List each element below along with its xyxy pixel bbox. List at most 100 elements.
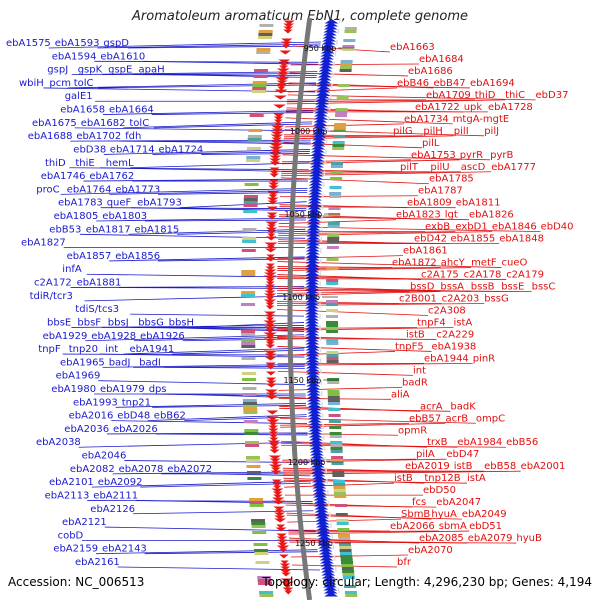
gene-label[interactable]: ebA1675: [32, 118, 77, 129]
gene-label[interactable]: ebA1817: [86, 224, 131, 235]
gene-label[interactable]: ebA2085: [419, 533, 464, 544]
gene-label[interactable]: hemL: [106, 158, 134, 169]
gene-label[interactable]: pyrR: [460, 150, 483, 161]
gene-label[interactable]: ebA1793: [137, 198, 182, 209]
gene-label[interactable]: int: [105, 344, 118, 355]
gene-label[interactable]: ebD48: [117, 411, 150, 422]
gene-label[interactable]: acrB: [446, 413, 469, 424]
gene-label[interactable]: ebA2070: [408, 545, 453, 556]
gene-label[interactable]: ebA1861: [403, 246, 448, 257]
gene-label[interactable]: ebA1980: [51, 384, 96, 395]
gene-label[interactable]: pcm: [49, 78, 71, 89]
gene-label[interactable]: ebA2026: [113, 424, 158, 435]
gene-label[interactable]: mtgA-mgtE: [453, 114, 510, 125]
gene-label[interactable]: bbsG: [138, 318, 164, 329]
gene-label[interactable]: dps: [149, 384, 167, 395]
gene-label[interactable]: ebA1938: [432, 341, 477, 352]
gene-label[interactable]: galE1: [65, 91, 93, 102]
gene-label[interactable]: badR: [402, 377, 428, 388]
gene-label[interactable]: tolC: [74, 78, 94, 89]
gene-label[interactable]: ebA1746: [41, 171, 86, 182]
gene-label[interactable]: fcs: [412, 497, 426, 508]
gene-label[interactable]: ebA1714: [110, 145, 155, 156]
gene-label[interactable]: ebA1811: [456, 198, 501, 209]
gene-label[interactable]: ebA2078: [119, 464, 164, 475]
gene-label[interactable]: proC: [36, 184, 59, 195]
gene-label[interactable]: istB: [394, 473, 413, 484]
gene-label[interactable]: aliA: [391, 389, 410, 400]
gene-label[interactable]: ebA1823: [396, 210, 441, 221]
gene-label[interactable]: ebA2079: [468, 533, 513, 544]
gene-label[interactable]: ebA1783: [58, 198, 103, 209]
gene-label[interactable]: istA: [454, 318, 473, 329]
gene-label[interactable]: ebB62: [154, 411, 186, 422]
gene-label[interactable]: ebA2113: [45, 491, 90, 502]
gene-label[interactable]: ebA1926: [140, 331, 185, 342]
gene-label[interactable]: ebA2016: [69, 411, 114, 422]
gene-label[interactable]: ebA1969: [56, 371, 101, 382]
gene-label[interactable]: ebA2082: [70, 464, 115, 475]
gene-label[interactable]: ebA2126: [90, 504, 135, 515]
gene-label[interactable]: pilI: [454, 126, 469, 137]
gene-label[interactable]: pilA: [416, 449, 435, 460]
gene-label[interactable]: ebA2101: [49, 477, 94, 488]
gene-label[interactable]: ebA1941: [130, 344, 175, 355]
gene-label[interactable]: metF: [471, 258, 497, 269]
gene-label[interactable]: ebA1965: [60, 357, 105, 368]
gene-label[interactable]: ebA1855: [451, 234, 496, 245]
gene-label[interactable]: tdiR/tcr3: [30, 291, 73, 302]
gene-label[interactable]: tnp21: [122, 397, 151, 408]
gene-label[interactable]: hyuB: [516, 533, 542, 544]
gene-label[interactable]: c2A308: [428, 306, 466, 317]
gene-label[interactable]: ebA1787: [418, 186, 463, 197]
gene-label[interactable]: ebA1709: [426, 90, 471, 101]
gene-label[interactable]: ebA1724: [159, 145, 204, 156]
gene-label[interactable]: badJ: [109, 357, 131, 368]
gene-label[interactable]: ebA2161: [75, 557, 120, 568]
gene-label[interactable]: ebA1846: [492, 222, 537, 233]
gene-label[interactable]: acrA: [420, 401, 443, 412]
gene-label[interactable]: hyuA: [431, 509, 457, 520]
gene-label[interactable]: badK: [450, 401, 476, 412]
gene-label[interactable]: c2A178: [464, 270, 502, 281]
gene-label[interactable]: apaH: [139, 65, 165, 76]
gene-label[interactable]: ebA1944: [424, 353, 469, 364]
gene-label[interactable]: ebA2111: [93, 491, 138, 502]
gene-label[interactable]: istA: [467, 473, 486, 484]
gene-label[interactable]: ebA1773: [115, 184, 160, 195]
gene-label[interactable]: ebB53: [49, 224, 81, 235]
gene-label[interactable]: ebA1728: [488, 102, 533, 113]
gene-label[interactable]: bfr: [397, 557, 412, 568]
gene-label[interactable]: pinR: [473, 353, 495, 364]
gene-label[interactable]: gspE: [108, 65, 132, 76]
gene-label[interactable]: ebA2047: [436, 497, 481, 508]
gene-label[interactable]: ebA2143: [102, 544, 147, 555]
gene-label[interactable]: tolC: [129, 118, 149, 129]
gene-label[interactable]: ebA1815: [135, 224, 180, 235]
gene-label[interactable]: ebA1722: [415, 102, 460, 113]
gene-label[interactable]: upk: [464, 102, 483, 113]
gene-label[interactable]: gspD: [103, 38, 129, 49]
gene-label[interactable]: ebD47: [446, 449, 479, 460]
gene-label[interactable]: ebD42: [414, 234, 447, 245]
gene-label[interactable]: c2B001: [399, 294, 437, 305]
gene-label[interactable]: c2A203: [442, 294, 480, 305]
gene-label[interactable]: pilH: [423, 126, 442, 137]
gene-label[interactable]: ebA1929: [43, 331, 88, 342]
gene-label[interactable]: queF: [107, 198, 132, 209]
gene-label[interactable]: thiC: [505, 90, 525, 101]
gene-label[interactable]: thiD: [475, 90, 496, 101]
gene-label[interactable]: ebD50: [423, 485, 456, 496]
gene-label[interactable]: ebB57: [409, 413, 441, 424]
gene-label[interactable]: ebA2072: [167, 464, 212, 475]
gene-label[interactable]: SbmB: [401, 509, 430, 520]
gene-label[interactable]: ebA1764: [67, 184, 112, 195]
gene-label[interactable]: thiD: [45, 158, 66, 169]
gene-label[interactable]: tnpF: [38, 344, 61, 355]
gene-label[interactable]: ebA1872: [392, 258, 437, 269]
gene-label[interactable]: ebA1734: [404, 114, 449, 125]
gene-label[interactable]: pilJ: [484, 126, 499, 137]
gene-label[interactable]: bssG: [484, 294, 509, 305]
gene-label[interactable]: ebA1984: [457, 437, 502, 448]
gene-label[interactable]: tnpF4: [417, 318, 446, 329]
